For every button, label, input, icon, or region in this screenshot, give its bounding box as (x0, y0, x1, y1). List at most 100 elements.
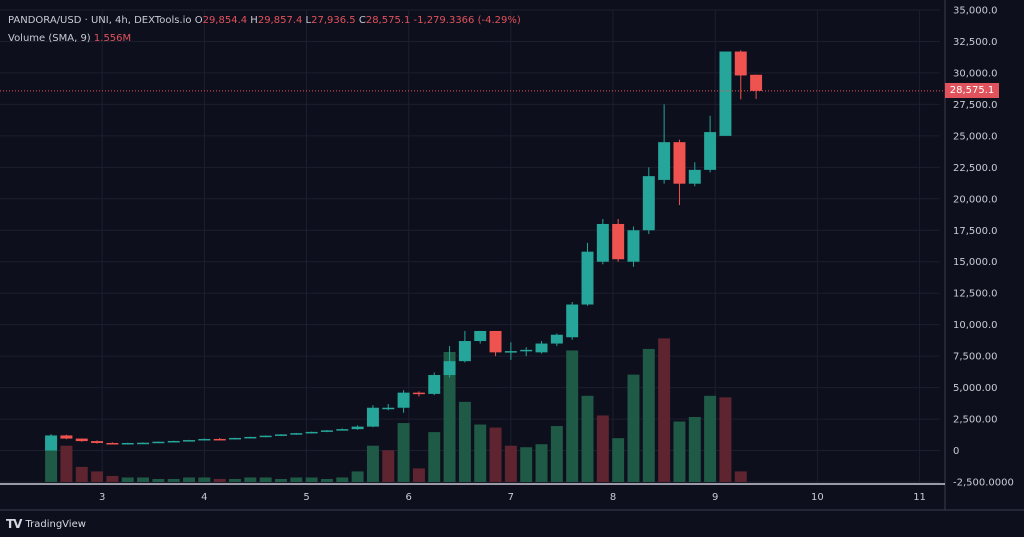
candle-body (704, 132, 717, 170)
candle-body (229, 437, 241, 440)
x-tick-label: 8 (610, 492, 616, 503)
candle-body (336, 429, 349, 431)
y-tick-label: 25,000.0 (953, 131, 998, 142)
volume-bar (137, 477, 150, 482)
volume-bar (351, 471, 364, 482)
candle-body (550, 334, 563, 344)
candle-body (91, 441, 104, 443)
y-tick-label: 35,000.0 (953, 6, 998, 17)
candle-body (137, 442, 150, 445)
volume-bar (581, 395, 594, 482)
candle-body (673, 142, 686, 184)
volume-bar (443, 351, 456, 482)
candle-body (458, 341, 471, 362)
volume-bar (612, 438, 625, 482)
candle-body (581, 251, 594, 305)
tradingview-brand[interactable]: TV TradingView (6, 517, 86, 531)
close-value: 28,575.1 (365, 15, 411, 26)
volume-bar (520, 447, 533, 482)
candle-body (750, 74, 763, 91)
candle-body (320, 430, 333, 432)
volume-bar (320, 478, 333, 482)
x-tick-label: 4 (201, 492, 207, 503)
candle-body (45, 435, 58, 451)
y-tick-label: 32,500.0 (953, 37, 998, 48)
candle-body (351, 426, 364, 430)
candle-body (688, 169, 701, 184)
volume-bar (458, 401, 471, 482)
candle-body (75, 438, 88, 442)
volume-label: Volume (SMA, 9) (8, 33, 91, 44)
volume-bar (290, 477, 303, 482)
volume-bar (596, 415, 609, 482)
y-tick-label: 17,500.0 (953, 226, 998, 237)
y-tick-label: 7,500.00 (953, 352, 998, 363)
candle-body (658, 142, 671, 180)
volume-bar (259, 477, 272, 482)
candle-body (627, 230, 640, 262)
candle-body (60, 435, 73, 439)
volume-bar (627, 374, 640, 482)
x-tick-label: 10 (811, 492, 824, 503)
volume-bar (183, 477, 195, 482)
tradingview-logo-icon: TV (6, 517, 23, 531)
volume-bar (566, 350, 579, 482)
volume-bar (382, 450, 395, 482)
volume-bar (412, 468, 425, 482)
candle-body (305, 431, 318, 434)
y-tick-label: 22,500.0 (953, 163, 998, 174)
x-tick-label: 7 (508, 492, 514, 503)
volume-bar (60, 445, 73, 482)
candle-body (474, 330, 487, 342)
axes: 35,000.0 32,500.0 30,000.0 27,500.0 25,000.0… (0, 0, 1024, 511)
y-tick-label: 5,000.00 (953, 383, 998, 394)
last-price-tag: 28,575.1 (945, 83, 999, 99)
candle-body (259, 435, 272, 438)
candle-body (504, 351, 517, 353)
volume-bar (734, 471, 747, 482)
candle-body (213, 438, 226, 441)
volume-header: Volume (SMA, 9) 1.556M (8, 33, 131, 44)
volume-bar (244, 477, 257, 482)
candle-body (489, 330, 502, 353)
volume-bar (167, 478, 180, 482)
x-tick-label: 9 (712, 492, 718, 503)
volume-bar (198, 477, 211, 482)
volume-bar (397, 423, 410, 482)
candle-body (520, 349, 533, 352)
open-value: 29,854.4 (202, 15, 248, 26)
volume-bar (91, 471, 104, 482)
volume-bar (106, 475, 119, 482)
high-value: 29,857.4 (257, 15, 303, 26)
candle-body (167, 440, 180, 443)
volume-bar (75, 466, 88, 482)
volume-bar (642, 348, 655, 482)
symbol-label: PANDORA/USD · UNI, 4h, DEXTools.io (8, 15, 192, 26)
candle-body (596, 223, 609, 262)
y-tick-label: 10,000.0 (953, 320, 998, 331)
x-tick-label: 11 (913, 492, 926, 503)
candle-body (198, 438, 211, 441)
volume-bar (474, 424, 487, 482)
volume-bar (275, 478, 287, 482)
volume-bar (550, 426, 563, 482)
candle-body (244, 436, 257, 439)
y-tick-label: 20,000.0 (953, 194, 998, 205)
candle-body (382, 407, 395, 410)
volume-bar (704, 395, 717, 482)
x-tick-label: 6 (406, 492, 412, 503)
candle-body (290, 433, 303, 435)
volume-value: 1.556M (93, 33, 132, 44)
y-tick-label: 12,500.0 (953, 289, 998, 300)
y-tick-label: 27,500.0 (953, 100, 998, 111)
candle-body (366, 407, 379, 427)
low-value: 27,936.5 (311, 15, 356, 26)
volume-bar (535, 444, 548, 482)
symbol-header: PANDORA/USD · UNI, 4h, DEXTools.io O29,8… (8, 15, 521, 26)
candle-body (183, 440, 195, 442)
volume-bar (229, 478, 241, 482)
volume-bar (305, 477, 318, 482)
candles (45, 50, 763, 451)
candle-body (275, 434, 287, 436)
